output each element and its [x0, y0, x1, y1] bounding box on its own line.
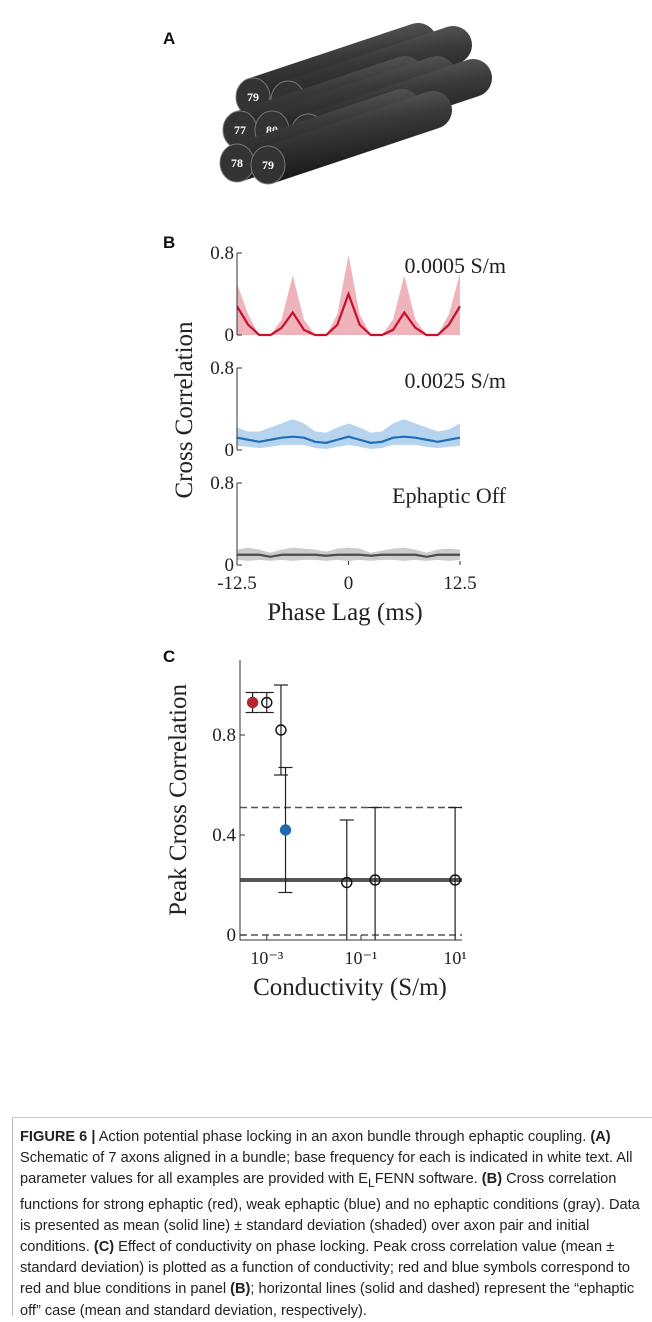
axon-label: 78 — [231, 156, 243, 170]
data-point — [279, 824, 292, 836]
axon-bundle: 79787780777879 — [219, 23, 492, 185]
axon-label: 79 — [247, 90, 259, 104]
x-tick-label: 10⁻¹ — [344, 948, 377, 968]
panel-label: A — [163, 29, 175, 48]
mean-line — [236, 290, 461, 337]
x-tick-label: 10¹ — [443, 948, 466, 968]
annotation: Ephaptic Off — [392, 483, 507, 508]
data-point — [369, 874, 381, 886]
mean-line — [236, 435, 461, 444]
y-tick-label: 0.8 — [212, 725, 236, 746]
caption-ref: (B) — [230, 1281, 251, 1298]
figure: A 79787780777879 B00.80.0005 S/m00.80.00… — [163, 23, 507, 1001]
caption: FIGURE 6 | Action potential phase lockin… — [20, 1127, 644, 1322]
x-axis-label: Phase Lag (ms) — [267, 599, 423, 626]
y-tick-label: 0 — [225, 555, 235, 576]
x-tick-label: -12.5 — [217, 573, 257, 594]
x-tick-label: 10⁻³ — [250, 948, 284, 968]
caption-ref: (A) — [590, 1129, 611, 1145]
data-point — [341, 876, 353, 889]
caption-text: Effect of conductivity on phase locking.… — [20, 1238, 631, 1298]
annotation: 0.0025 S/m — [405, 368, 506, 393]
caption-frame — [12, 1117, 652, 1316]
x-tick-label: 0 — [344, 573, 354, 594]
annotation: 0.0005 S/m — [405, 253, 506, 278]
axon-body — [261, 90, 452, 184]
mean-line — [237, 553, 460, 558]
figure-label: FIGURE 6 | — [20, 1129, 96, 1145]
x-axis-label: Conductivity (S/m) — [253, 974, 447, 1001]
data-point — [261, 696, 273, 709]
caption-text: FENN software. — [374, 1171, 482, 1188]
caption-text: Action potential phase locking in an axo… — [95, 1129, 591, 1145]
caption-ref: (B) — [481, 1171, 503, 1188]
data-point — [246, 696, 259, 709]
panel-label: B — [163, 233, 175, 252]
sd-band — [237, 419, 460, 449]
axon-face — [250, 145, 286, 185]
y-tick-label: 0 — [227, 925, 237, 946]
data-point — [275, 724, 287, 736]
axon-label: 79 — [262, 158, 274, 172]
y-tick-label: 0 — [225, 440, 235, 461]
y-tick-label: 0.4 — [212, 825, 236, 846]
caption-sub: L — [367, 1176, 375, 1191]
y-tick-label: 0.8 — [210, 473, 234, 494]
x-tick-label: 12.5 — [443, 573, 476, 594]
y-axis-label: Peak Cross Correlation — [165, 684, 192, 916]
caption-ref: (C) — [93, 1238, 115, 1255]
caption-text: Schematic of 7 axons aligned in a bundle… — [20, 1150, 633, 1188]
y-tick-label: 0.8 — [210, 358, 234, 379]
y-axis-label: Cross Correlation — [171, 321, 198, 499]
y-tick-label: 0.8 — [210, 243, 234, 264]
panel-label: C — [163, 647, 175, 666]
caption-text: Cross correlation functions for strong e… — [20, 1171, 640, 1255]
y-tick-label: 0 — [225, 325, 235, 346]
error-bars — [245, 684, 462, 940]
axon-label: 77 — [234, 123, 246, 137]
data-point — [449, 874, 461, 886]
